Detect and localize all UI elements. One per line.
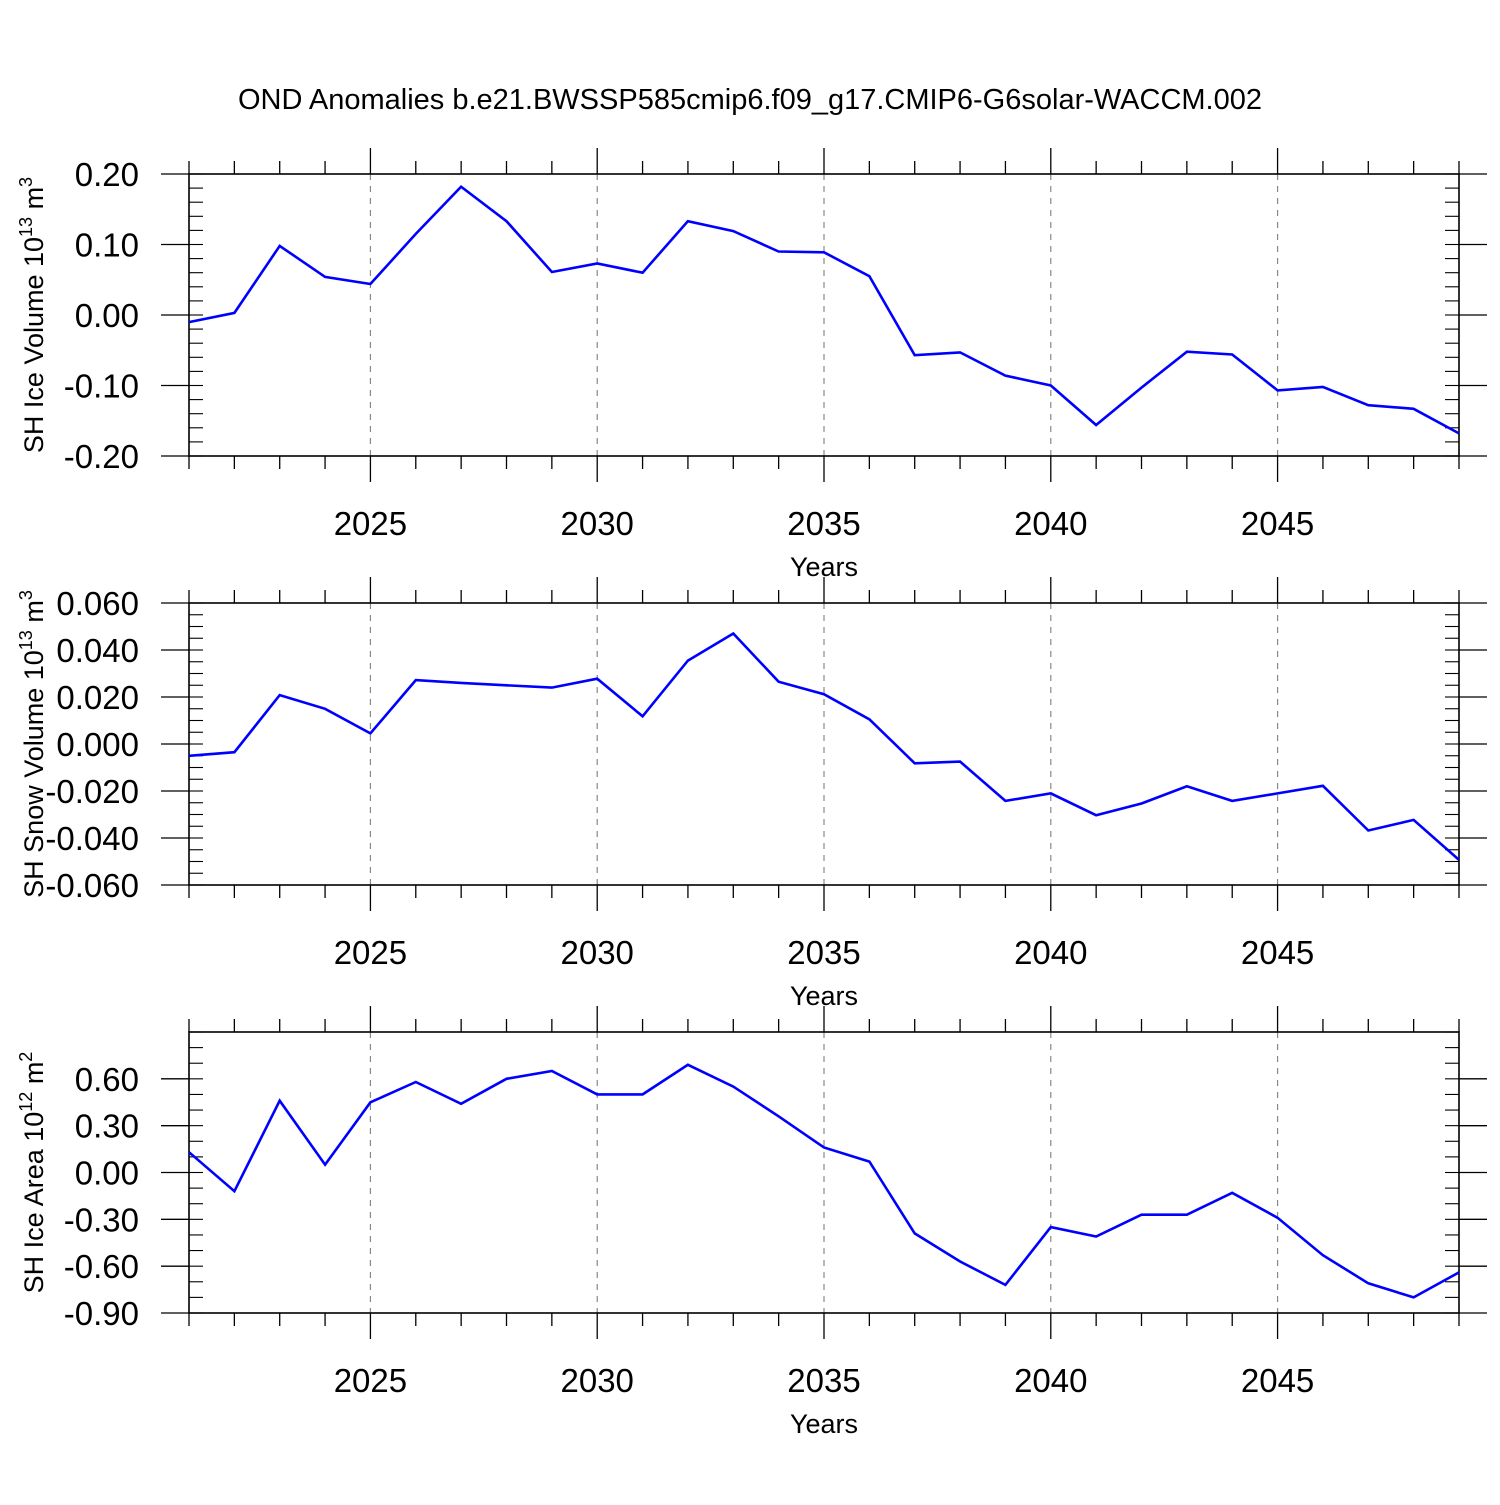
x-tick-label: 2045 — [1241, 1362, 1314, 1399]
y-axis-label-unit-exponent: 3 — [16, 177, 36, 187]
y-axis-label-main: SH Ice Area 10 — [19, 1112, 49, 1294]
y-axis-label-unit-exponent: 2 — [16, 1052, 36, 1062]
y-tick-label: -0.040 — [45, 820, 139, 857]
plot-frame — [188, 173, 1460, 457]
series-line — [188, 1063, 1460, 1299]
x-tick-label: 2030 — [561, 934, 634, 971]
y-tick-label: 0.00 — [75, 297, 139, 334]
series-line — [188, 631, 1460, 861]
y-axis-label-unit: m — [19, 600, 49, 630]
panel-3: 2025 2030 2035 2040 2045 Years -0.90 -0.60 -0.30… — [16, 1006, 1487, 1439]
x-tick-label: 2025 — [334, 505, 407, 542]
x-tick-label: 2030 — [561, 505, 634, 542]
y-axis-label-unit: m — [19, 1062, 49, 1092]
panel-1: 2025 2030 2035 2040 2045Years-0.20-0.100.000… — [16, 148, 1487, 582]
y-tick-label: 0.000 — [56, 726, 139, 763]
y-axis-label: SH Ice Volume 1013 m3 — [16, 177, 49, 453]
x-tick-label: 2040 — [1014, 1362, 1087, 1399]
x-tick-label: 2025 — [334, 934, 407, 971]
x-tick-label: 2040 — [1014, 505, 1087, 542]
y-tick-label: 0.60 — [75, 1061, 139, 1098]
plot-frame — [188, 602, 1460, 886]
y-tick-label: -0.30 — [64, 1201, 139, 1238]
y-tick-label: 0.020 — [56, 679, 139, 716]
y-tick-label: 0.060 — [56, 585, 139, 622]
y-tick-label: -0.10 — [64, 368, 139, 405]
x-tick-label: 2035 — [787, 934, 860, 971]
y-axis-label-unit: m — [19, 187, 49, 217]
y-tick-label: -0.020 — [45, 773, 139, 810]
y-axis-label-exponent: 13 — [16, 217, 36, 237]
y-tick-label: 0.10 — [75, 227, 139, 264]
y-axis-label: SH Snow Volume 1013 m3 — [16, 590, 49, 898]
y-tick-label: -0.90 — [64, 1295, 139, 1332]
panel-2: 2025 2030 2035 2040 2045Years-0.060-0.040-0.… — [16, 577, 1487, 1011]
plot-frame — [188, 1031, 1460, 1314]
x-tick-label: 2025 — [334, 1362, 407, 1399]
y-tick-label: 0.30 — [75, 1108, 139, 1145]
series-line — [188, 184, 1460, 435]
y-axis-label: SH Ice Area 1012 m2 — [16, 1052, 49, 1294]
y-axis-label-exponent: 12 — [16, 1092, 36, 1112]
x-tick-label: 2040 — [1014, 934, 1087, 971]
y-axis-label-main: SH Snow Volume 10 — [19, 650, 49, 898]
y-tick-label: -0.060 — [45, 867, 139, 904]
y-axis-label-main: SH Ice Volume 10 — [19, 237, 49, 453]
x-tick-label: 2035 — [787, 505, 860, 542]
x-tick-label: 2045 — [1241, 505, 1314, 542]
figure-title: OND Anomalies b.e21.BWSSP585cmip6.f09_g1… — [237, 84, 1263, 116]
x-tick-label: 2035 — [787, 1362, 860, 1399]
y-axis-label-exponent: 13 — [16, 630, 36, 650]
y-tick-label: 0.040 — [56, 632, 139, 669]
x-axis-label: Years — [790, 1409, 858, 1439]
y-tick-label: 0.20 — [75, 156, 139, 193]
x-tick-label: 2045 — [1241, 934, 1314, 971]
x-tick-label: 2030 — [561, 1362, 634, 1399]
y-axis-label-unit-exponent: 3 — [16, 590, 36, 600]
y-tick-label: 0.00 — [75, 1155, 139, 1192]
y-tick-label: -0.60 — [64, 1248, 139, 1285]
y-tick-label: -0.20 — [64, 438, 139, 475]
